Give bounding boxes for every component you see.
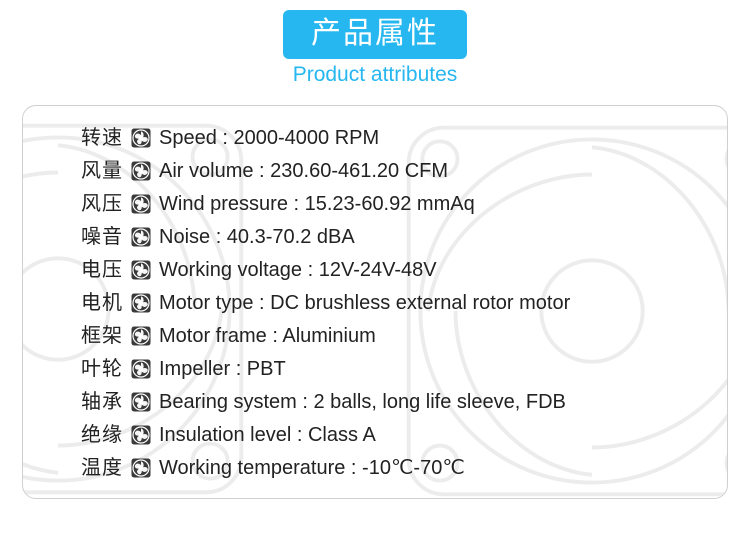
attribute-zh-label: 噪音: [81, 227, 123, 247]
attribute-zh-label: 轴承: [81, 392, 123, 412]
attribute-en-text: Wind pressure : 15.23-60.92 mmAq: [159, 194, 475, 214]
attribute-en-text: Air volume : 230.60-461.20 CFM: [159, 161, 448, 181]
fan-icon: [131, 425, 151, 445]
attribute-zh-label: 绝缘: [81, 425, 123, 445]
attribute-en-text: Bearing system : 2 balls, long life slee…: [159, 392, 566, 412]
attribute-en-text: Impeller : PBT: [159, 359, 286, 379]
attribute-zh-label: 温度: [81, 458, 123, 478]
attribute-row: 电压 Working voltage : 12V-24V-48V: [81, 260, 707, 280]
attributes-list: 转速 Speed : 2000-4000 RPM 风量 Air volume : 23…: [81, 128, 707, 478]
attribute-row: 框架 Motor frame : Aluminium: [81, 326, 707, 346]
fan-icon: [131, 128, 151, 148]
attribute-row: 风压 Wind pressure : 15.23-60.92 mmAq: [81, 194, 707, 214]
attribute-row: 电机 Motor type : DC brushless external rot…: [81, 293, 707, 313]
attribute-row: 转速 Speed : 2000-4000 RPM: [81, 128, 707, 148]
attribute-en-text: Motor frame : Aluminium: [159, 326, 376, 346]
attribute-en-text: Working temperature : -10℃-70℃: [159, 458, 465, 478]
fan-icon: [131, 194, 151, 214]
fan-icon: [131, 260, 151, 280]
attribute-en-text: Motor type : DC brushless external rotor…: [159, 293, 570, 313]
fan-icon: [131, 359, 151, 379]
attribute-row: 叶轮 Impeller : PBT: [81, 359, 707, 379]
attribute-en-text: Speed : 2000-4000 RPM: [159, 128, 379, 148]
fan-icon: [131, 227, 151, 247]
subtitle: Product attributes: [293, 63, 458, 87]
fan-icon: [131, 326, 151, 346]
attribute-en-text: Insulation level : Class A: [159, 425, 376, 445]
fan-icon: [131, 458, 151, 478]
attributes-card: 转速 Speed : 2000-4000 RPM 风量 Air volume : 23…: [22, 105, 728, 499]
fan-icon: [131, 392, 151, 412]
fan-icon: [131, 293, 151, 313]
attribute-zh-label: 叶轮: [81, 359, 123, 379]
attribute-zh-label: 框架: [81, 326, 123, 346]
attribute-zh-label: 电机: [81, 293, 123, 313]
attribute-row: 绝缘 Insulation level : Class A: [81, 425, 707, 445]
attribute-zh-label: 电压: [81, 260, 123, 280]
attribute-row: 轴承 Bearing system : 2 balls, long life sl…: [81, 392, 707, 412]
attribute-row: 风量 Air volume : 230.60-461.20 CFM: [81, 161, 707, 181]
attribute-zh-label: 转速: [81, 128, 123, 148]
attribute-row: 噪音 Noise : 40.3-70.2 dBA: [81, 227, 707, 247]
fan-icon: [131, 161, 151, 181]
attribute-row: 温度 Working temperature : -10℃-70℃: [81, 458, 707, 478]
attribute-zh-label: 风量: [81, 161, 123, 181]
title-badge: 产品属性: [283, 10, 467, 59]
attribute-en-text: Noise : 40.3-70.2 dBA: [159, 227, 355, 247]
attribute-zh-label: 风压: [81, 194, 123, 214]
attribute-en-text: Working voltage : 12V-24V-48V: [159, 260, 437, 280]
header: 产品属性 Product attributes: [0, 10, 750, 87]
